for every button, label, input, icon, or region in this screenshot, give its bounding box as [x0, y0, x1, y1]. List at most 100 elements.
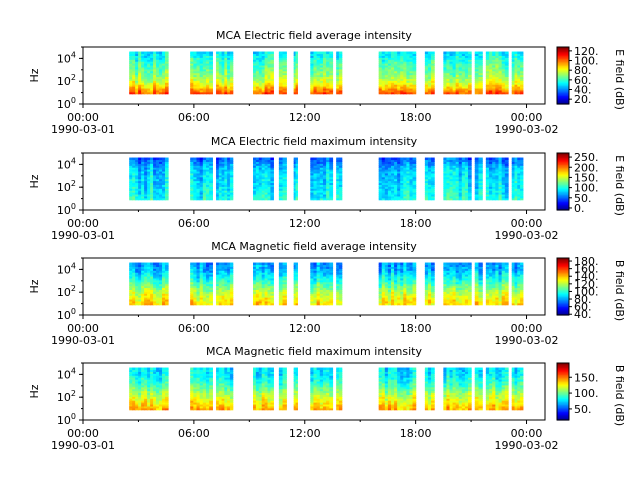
heatmap-cell — [495, 53, 500, 56]
heatmap-cell — [224, 193, 228, 197]
heatmap-cell — [319, 184, 324, 187]
heatmap-cell — [400, 68, 404, 72]
heatmap-cell — [322, 82, 327, 85]
heatmap-cell — [261, 193, 266, 197]
heatmap-cell — [409, 66, 414, 70]
heatmap-cell — [295, 262, 298, 266]
heatmap-cell — [504, 53, 509, 56]
heatmap-cell — [253, 264, 257, 267]
heatmap-cell — [258, 59, 263, 62]
colorbar-swatch — [557, 78, 569, 81]
heatmap-cell — [464, 68, 469, 72]
heatmap-cell — [196, 283, 201, 287]
heatmap-cell — [322, 70, 327, 74]
heatmap-cell — [520, 157, 524, 161]
heatmap-cell — [206, 197, 210, 201]
heatmap-cell — [336, 157, 340, 161]
heatmap-cell — [394, 274, 398, 277]
heatmap-cell — [206, 264, 210, 267]
heatmap-cell — [378, 302, 383, 306]
heatmap-cell — [478, 89, 483, 93]
heatmap-cell — [190, 195, 194, 199]
heatmap-cell — [159, 190, 163, 193]
heatmap-cell — [190, 287, 194, 290]
heatmap-cell — [218, 51, 223, 55]
heatmap-cell — [397, 188, 401, 191]
heatmap-cell — [282, 268, 287, 271]
heatmap-cell — [504, 176, 509, 180]
heatmap-cell — [206, 176, 210, 180]
heatmap-cell — [319, 188, 324, 191]
heatmap-cell — [492, 86, 496, 89]
heatmap-cell — [495, 169, 500, 172]
heatmap-cell — [319, 287, 324, 290]
heatmap-cell — [267, 66, 272, 70]
heatmap-cell — [253, 84, 257, 87]
heatmap-cell — [132, 70, 136, 74]
heatmap-cell — [295, 165, 298, 168]
heatmap-cell — [221, 193, 225, 197]
heatmap-cell — [227, 186, 231, 189]
heatmap-cell — [267, 64, 272, 68]
heatmap-cell — [313, 188, 318, 191]
heatmap-cell — [391, 91, 395, 95]
heatmap-cell — [138, 192, 142, 195]
colorbar-label: E field (dB) — [613, 49, 626, 110]
heatmap-cell — [387, 66, 392, 70]
heatmap-cell — [147, 87, 151, 91]
heatmap-cell — [202, 192, 207, 195]
heatmap-cell — [162, 87, 166, 91]
heatmap-cell — [282, 176, 287, 180]
heatmap-cell — [381, 197, 386, 201]
heatmap-cell — [400, 163, 404, 166]
heatmap-cell — [391, 277, 395, 281]
heatmap-cell — [190, 167, 194, 170]
heatmap-cell — [316, 298, 321, 302]
heatmap-cell — [141, 302, 145, 306]
heatmap-cell — [202, 51, 207, 55]
heatmap-cell — [218, 192, 223, 195]
heatmap-cell — [336, 91, 340, 95]
heatmap-cell — [293, 289, 297, 292]
heatmap-cell — [209, 161, 213, 164]
heatmap-cell — [255, 287, 260, 290]
heatmap-cell — [227, 157, 231, 161]
heatmap-cell — [310, 178, 315, 182]
heatmap-cell — [489, 68, 493, 72]
heatmap-cell — [132, 86, 136, 89]
heatmap-cell — [199, 70, 204, 74]
heatmap-cell — [293, 80, 297, 83]
heatmap-cell — [156, 70, 160, 74]
heatmap-cell — [141, 184, 145, 187]
heatmap-cell — [264, 170, 269, 174]
heatmap-cell — [196, 157, 201, 161]
heatmap-cell — [278, 163, 284, 166]
heatmap-cell — [492, 192, 496, 195]
heatmap-cell — [221, 57, 225, 60]
heatmap-cell — [464, 70, 469, 74]
heatmap-cell — [199, 61, 204, 64]
heatmap-cell — [264, 285, 269, 289]
heatmap-cell — [196, 197, 201, 201]
heatmap-cell — [258, 291, 263, 294]
heatmap-cell — [293, 63, 297, 66]
heatmap-cell — [206, 76, 210, 79]
heatmap-cell — [229, 55, 234, 58]
heatmap-cell — [326, 285, 330, 289]
heatmap-cell — [384, 82, 389, 85]
heatmap-cell — [326, 165, 330, 168]
colorbar-swatch — [557, 51, 569, 54]
heatmap-cell — [159, 55, 163, 58]
heatmap-cell — [206, 74, 210, 78]
heatmap-cell — [138, 300, 142, 304]
heatmap-cell — [326, 161, 330, 164]
heatmap-cell — [336, 281, 340, 285]
heatmap-cell — [409, 197, 414, 201]
heatmap-cell — [478, 84, 483, 87]
heatmap-cell — [135, 281, 139, 285]
heatmap-cell — [295, 78, 298, 81]
heatmap-cell — [229, 157, 234, 161]
heatmap-cell — [338, 165, 343, 168]
heatmap-cell — [458, 184, 463, 187]
heatmap-cell — [267, 197, 272, 201]
